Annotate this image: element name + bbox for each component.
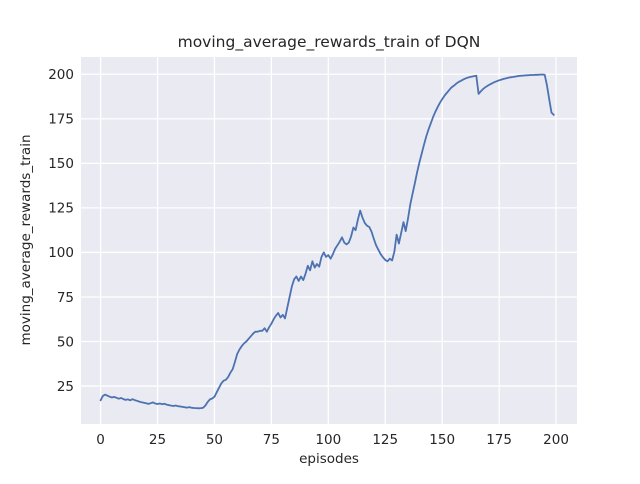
y-tick-label: 100 xyxy=(48,245,74,261)
x-tick-label: 175 xyxy=(486,432,512,448)
chart-title: moving_average_rewards_train of DQN xyxy=(178,33,481,52)
y-tick-label: 175 xyxy=(48,112,74,128)
x-tick-label: 125 xyxy=(372,432,398,448)
grid-lines xyxy=(81,57,577,424)
x-tick-label: 150 xyxy=(429,432,455,448)
y-tick-label: 75 xyxy=(57,290,74,306)
y-axis-tick-labels: 25 50 75 100 125 150 175 200 xyxy=(48,67,74,395)
y-tick-label: 150 xyxy=(48,156,74,172)
y-tick-label: 200 xyxy=(48,67,74,83)
x-axis-label: episodes xyxy=(299,451,359,467)
y-axis-label: moving_average_rewards_train xyxy=(18,134,34,345)
data-line-dqn-rewards xyxy=(99,73,555,410)
x-axis-tick-labels: 0 25 50 75 100 125 150 175 200 xyxy=(96,432,569,448)
x-tick-label: 50 xyxy=(206,432,223,448)
y-tick-label: 125 xyxy=(48,201,74,217)
x-tick-label: 100 xyxy=(315,432,341,448)
x-tick-label: 25 xyxy=(149,432,166,448)
x-tick-label: 75 xyxy=(263,432,280,448)
y-tick-label: 50 xyxy=(57,334,74,350)
x-tick-label: 0 xyxy=(96,432,105,448)
plot-background xyxy=(81,57,577,424)
x-tick-label: 200 xyxy=(543,432,569,448)
y-tick-label: 25 xyxy=(57,379,74,395)
